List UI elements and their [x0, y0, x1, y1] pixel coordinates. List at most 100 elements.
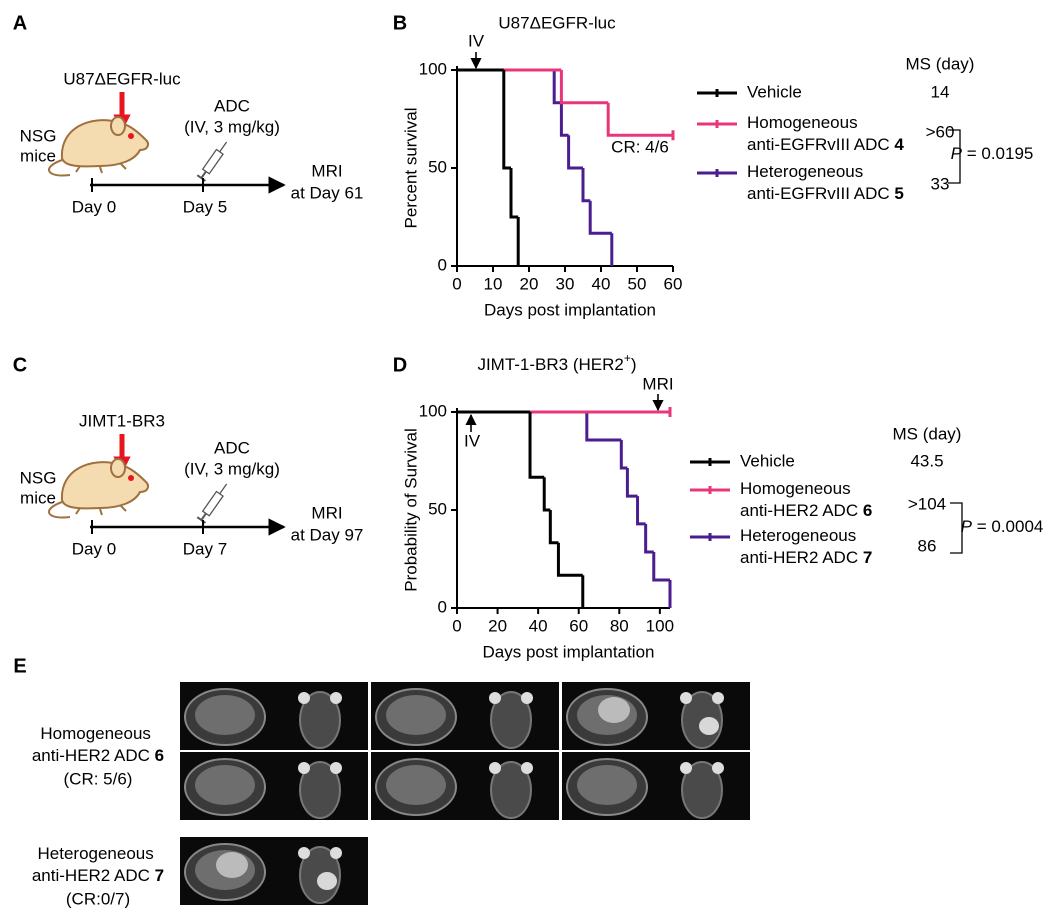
legend-label: Vehicle: [740, 451, 795, 470]
dose: (IV, 3 mg/kg): [184, 117, 280, 136]
syringe: [196, 141, 228, 182]
ms-value: 33: [931, 174, 950, 193]
bracket: [950, 502, 963, 554]
ms-value: >104: [908, 494, 946, 513]
x-tick-label: 20: [488, 616, 507, 635]
x-tick-label: 0: [452, 274, 461, 293]
survival-step: [644, 523, 654, 554]
survival-step: [588, 200, 612, 235]
panel-label: D: [393, 354, 407, 376]
survival-step: [552, 70, 562, 105]
x-tick-label: 0: [452, 616, 461, 635]
x-tick-label: 40: [592, 274, 611, 293]
mouse-label: NSG: [20, 468, 57, 487]
dosing-day: Day 5: [183, 197, 227, 216]
dose-annotation: IV: [464, 431, 481, 450]
y-tick-label: 100: [419, 401, 447, 420]
survival-step: [652, 551, 670, 582]
survival-step: [619, 440, 628, 470]
legend-swatch: [697, 169, 737, 177]
endpoint-day: at Day 61: [291, 183, 364, 202]
survival-step: [559, 70, 609, 105]
treatment: ADC: [214, 438, 250, 457]
panel-label: C: [13, 354, 27, 376]
x-tick-label: 20: [520, 274, 539, 293]
panel-label: B: [393, 12, 407, 34]
survival-step: [559, 102, 569, 137]
mri-image: [180, 752, 368, 820]
survival-step: [509, 168, 519, 219]
mouse: [48, 458, 149, 519]
legend-label: Homogeneous anti-EGFRvIII ADC 4: [747, 113, 904, 154]
mri-image: [180, 682, 368, 750]
dosing-day: Day 7: [183, 539, 227, 558]
chart-title: U87ΔEGFR-luc: [498, 13, 616, 32]
survival-step: [625, 468, 638, 498]
cr-annotation: CR: 4/6: [611, 137, 669, 156]
y-tick-label: 50: [428, 499, 447, 518]
legend-swatch: [690, 486, 730, 494]
bracket: [948, 129, 961, 184]
mri-annotation: MRI: [642, 374, 673, 393]
legend-swatch: [697, 120, 737, 128]
group-label: Homogeneous anti-HER2 ADC 6: [32, 724, 164, 765]
ms-value: >60: [926, 122, 955, 141]
chart-title: JIMT-1-BR3 (HER2+): [477, 351, 636, 374]
mri-image: [371, 752, 559, 820]
cell-line: U87ΔEGFR-luc: [63, 69, 181, 88]
survival-step: [567, 135, 583, 170]
panel-label: A: [13, 12, 27, 34]
legend-label: Homogeneous anti-HER2 ADC 6: [740, 479, 872, 520]
legend-label: Vehicle: [747, 82, 802, 101]
ms-value: 43.5: [910, 451, 943, 470]
x-axis-label: Days post implantation: [483, 642, 655, 661]
group-result: (CR: 5/6): [64, 769, 133, 788]
start-day: Day 0: [72, 197, 116, 216]
survival-step: [556, 542, 583, 577]
x-tick-label: 10: [484, 274, 503, 293]
panel-label: E: [13, 655, 26, 677]
survival-step: [606, 102, 673, 137]
survival-step: [585, 412, 622, 442]
x-tick-label: 30: [556, 274, 575, 293]
x-tick-label: 50: [628, 274, 647, 293]
x-tick-label: 60: [569, 616, 588, 635]
survival-step: [502, 70, 511, 170]
mouse-label: mice: [20, 146, 56, 165]
legend-label: Heterogeneous anti-HER2 ADC 7: [740, 526, 872, 567]
survival-step: [548, 510, 559, 545]
y-tick-label: 100: [419, 59, 447, 78]
x-tick-label: 40: [529, 616, 548, 635]
mri-image: [371, 682, 559, 750]
legend-swatch: [690, 533, 730, 541]
mouse-label: NSG: [20, 126, 57, 145]
dose-annotation: IV: [468, 31, 485, 50]
group-label: Heterogeneous anti-HER2 ADC 7: [32, 844, 164, 885]
x-tick-label: 60: [664, 274, 683, 293]
x-tick-label: 100: [646, 616, 674, 635]
x-axis-label: Days post implantation: [484, 300, 656, 319]
y-axis-label: Percent survival: [401, 108, 420, 229]
legend-swatch: [690, 458, 730, 466]
group-result: (CR:0/7): [66, 889, 130, 908]
legend-swatch: [697, 89, 737, 97]
y-tick-label: 50: [428, 157, 447, 176]
mri-image: [180, 837, 368, 905]
ms-value: 86: [918, 536, 937, 555]
legend-label: Heterogeneous anti-EGFRvIII ADC 5: [747, 162, 904, 203]
endpoint: MRI: [311, 503, 342, 522]
syringe: [196, 483, 228, 524]
mri-image: [562, 752, 750, 820]
mouse-label: mice: [20, 488, 56, 507]
survival-step: [542, 477, 551, 512]
cell-line: JIMT1-BR3: [79, 411, 165, 430]
axis: [456, 66, 673, 267]
dose: (IV, 3 mg/kg): [184, 459, 280, 478]
survival-step: [581, 168, 591, 203]
ms-value: 14: [931, 82, 950, 101]
x-tick-label: 80: [610, 616, 629, 635]
p-value: P = 0.0004: [961, 517, 1044, 536]
ms-header: MS (day): [893, 424, 962, 443]
y-tick-label: 0: [438, 597, 447, 616]
